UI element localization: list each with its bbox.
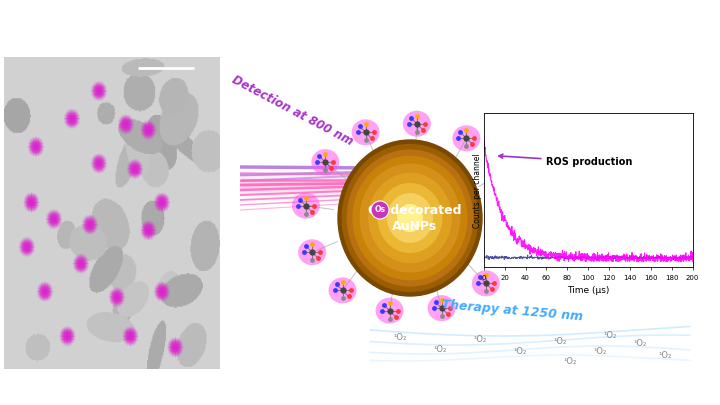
Text: Therapy at 1250 nm: Therapy at 1250 nm	[441, 298, 583, 323]
Text: ¹O₂: ¹O₂	[554, 337, 567, 347]
Ellipse shape	[359, 163, 460, 273]
Ellipse shape	[403, 111, 431, 137]
Ellipse shape	[387, 193, 433, 243]
Ellipse shape	[311, 149, 339, 175]
Text: ¹O₂: ¹O₂	[513, 347, 526, 356]
Ellipse shape	[368, 173, 451, 263]
Ellipse shape	[298, 239, 326, 265]
Ellipse shape	[376, 298, 403, 324]
Ellipse shape	[341, 144, 478, 292]
Ellipse shape	[452, 125, 480, 151]
Ellipse shape	[338, 140, 482, 296]
Ellipse shape	[488, 160, 516, 185]
Text: ROS production: ROS production	[499, 154, 633, 167]
Text: Os decorated: Os decorated	[368, 203, 462, 217]
Ellipse shape	[346, 149, 473, 287]
Text: ¹O₂: ¹O₂	[473, 335, 487, 345]
Circle shape	[371, 201, 389, 219]
Text: ¹O₂: ¹O₂	[433, 345, 446, 354]
Text: AuNPs: AuNPs	[392, 220, 438, 232]
Ellipse shape	[351, 119, 379, 145]
Ellipse shape	[428, 295, 456, 321]
Ellipse shape	[472, 271, 500, 296]
Text: ¹O₂: ¹O₂	[658, 352, 672, 360]
Ellipse shape	[352, 156, 467, 280]
Ellipse shape	[397, 204, 423, 232]
Text: Os: Os	[374, 205, 385, 215]
Text: ¹O₂: ¹O₂	[393, 333, 407, 343]
X-axis label: Time (μs): Time (μs)	[567, 286, 609, 296]
Y-axis label: Counts per channel: Counts per channel	[474, 153, 482, 228]
Text: ¹O₂: ¹O₂	[593, 347, 607, 356]
Ellipse shape	[377, 183, 442, 253]
Text: ¹O₂: ¹O₂	[563, 358, 577, 367]
Text: Detection at 800 nm: Detection at 800 nm	[229, 73, 355, 148]
Ellipse shape	[292, 193, 320, 219]
Text: ¹O₂: ¹O₂	[634, 339, 647, 348]
Text: ¹O₂: ¹O₂	[603, 332, 616, 341]
Ellipse shape	[328, 277, 356, 303]
Ellipse shape	[498, 230, 526, 256]
